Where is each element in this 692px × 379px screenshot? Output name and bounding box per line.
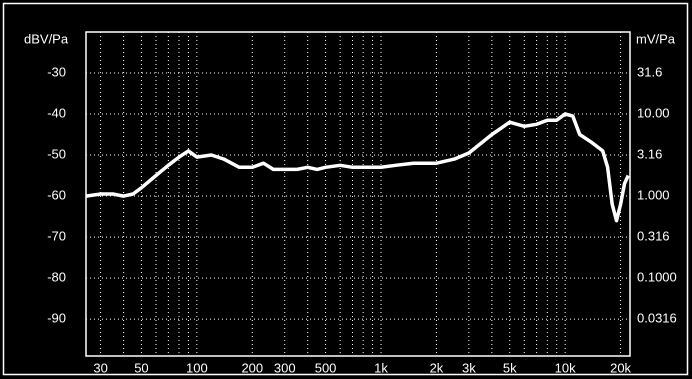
x-tick-label: 1k [374, 360, 388, 375]
y-tick-label: -40 [47, 105, 66, 120]
y-tick-label: -80 [47, 270, 66, 285]
x-tick-label: 20k [610, 360, 631, 375]
plot-area [85, 31, 631, 357]
y2-tick-label: 0.316 [637, 228, 670, 243]
x-tick-label: 50 [134, 360, 148, 375]
y-tick-label: -70 [47, 229, 66, 244]
y2-tick-label: 0.0316 [637, 310, 677, 325]
x-tick-label: 500 [315, 360, 337, 375]
y2-axis-label: mV/Pa [636, 31, 676, 46]
x-tick-label: 3k [462, 360, 476, 375]
x-tick-label: 5k [503, 360, 517, 375]
y2-tick-label: 1.000 [637, 187, 670, 202]
y-tick-label: -90 [47, 311, 66, 326]
x-tick-label: 200 [241, 360, 263, 375]
y2-tick-label: 31.6 [637, 64, 662, 79]
y2-tick-label: 10.00 [637, 105, 670, 120]
y-tick-label: -50 [47, 146, 66, 161]
x-tick-label: 2k [430, 360, 444, 375]
y-tick-label: -60 [47, 187, 66, 202]
y-tick-label: -30 [47, 64, 66, 79]
x-tick-label: 300 [274, 360, 296, 375]
x-tick-label: 10k [555, 360, 576, 375]
x-tick-label: 30 [93, 360, 107, 375]
y2-tick-label: 3.16 [637, 146, 662, 161]
y2-tick-label: 0.1000 [637, 269, 677, 284]
response-curve [85, 112, 630, 223]
x-tick-label: 100 [186, 360, 208, 375]
frame [2, 2, 689, 376]
y-axis-label: dBV/Pa [24, 31, 69, 46]
